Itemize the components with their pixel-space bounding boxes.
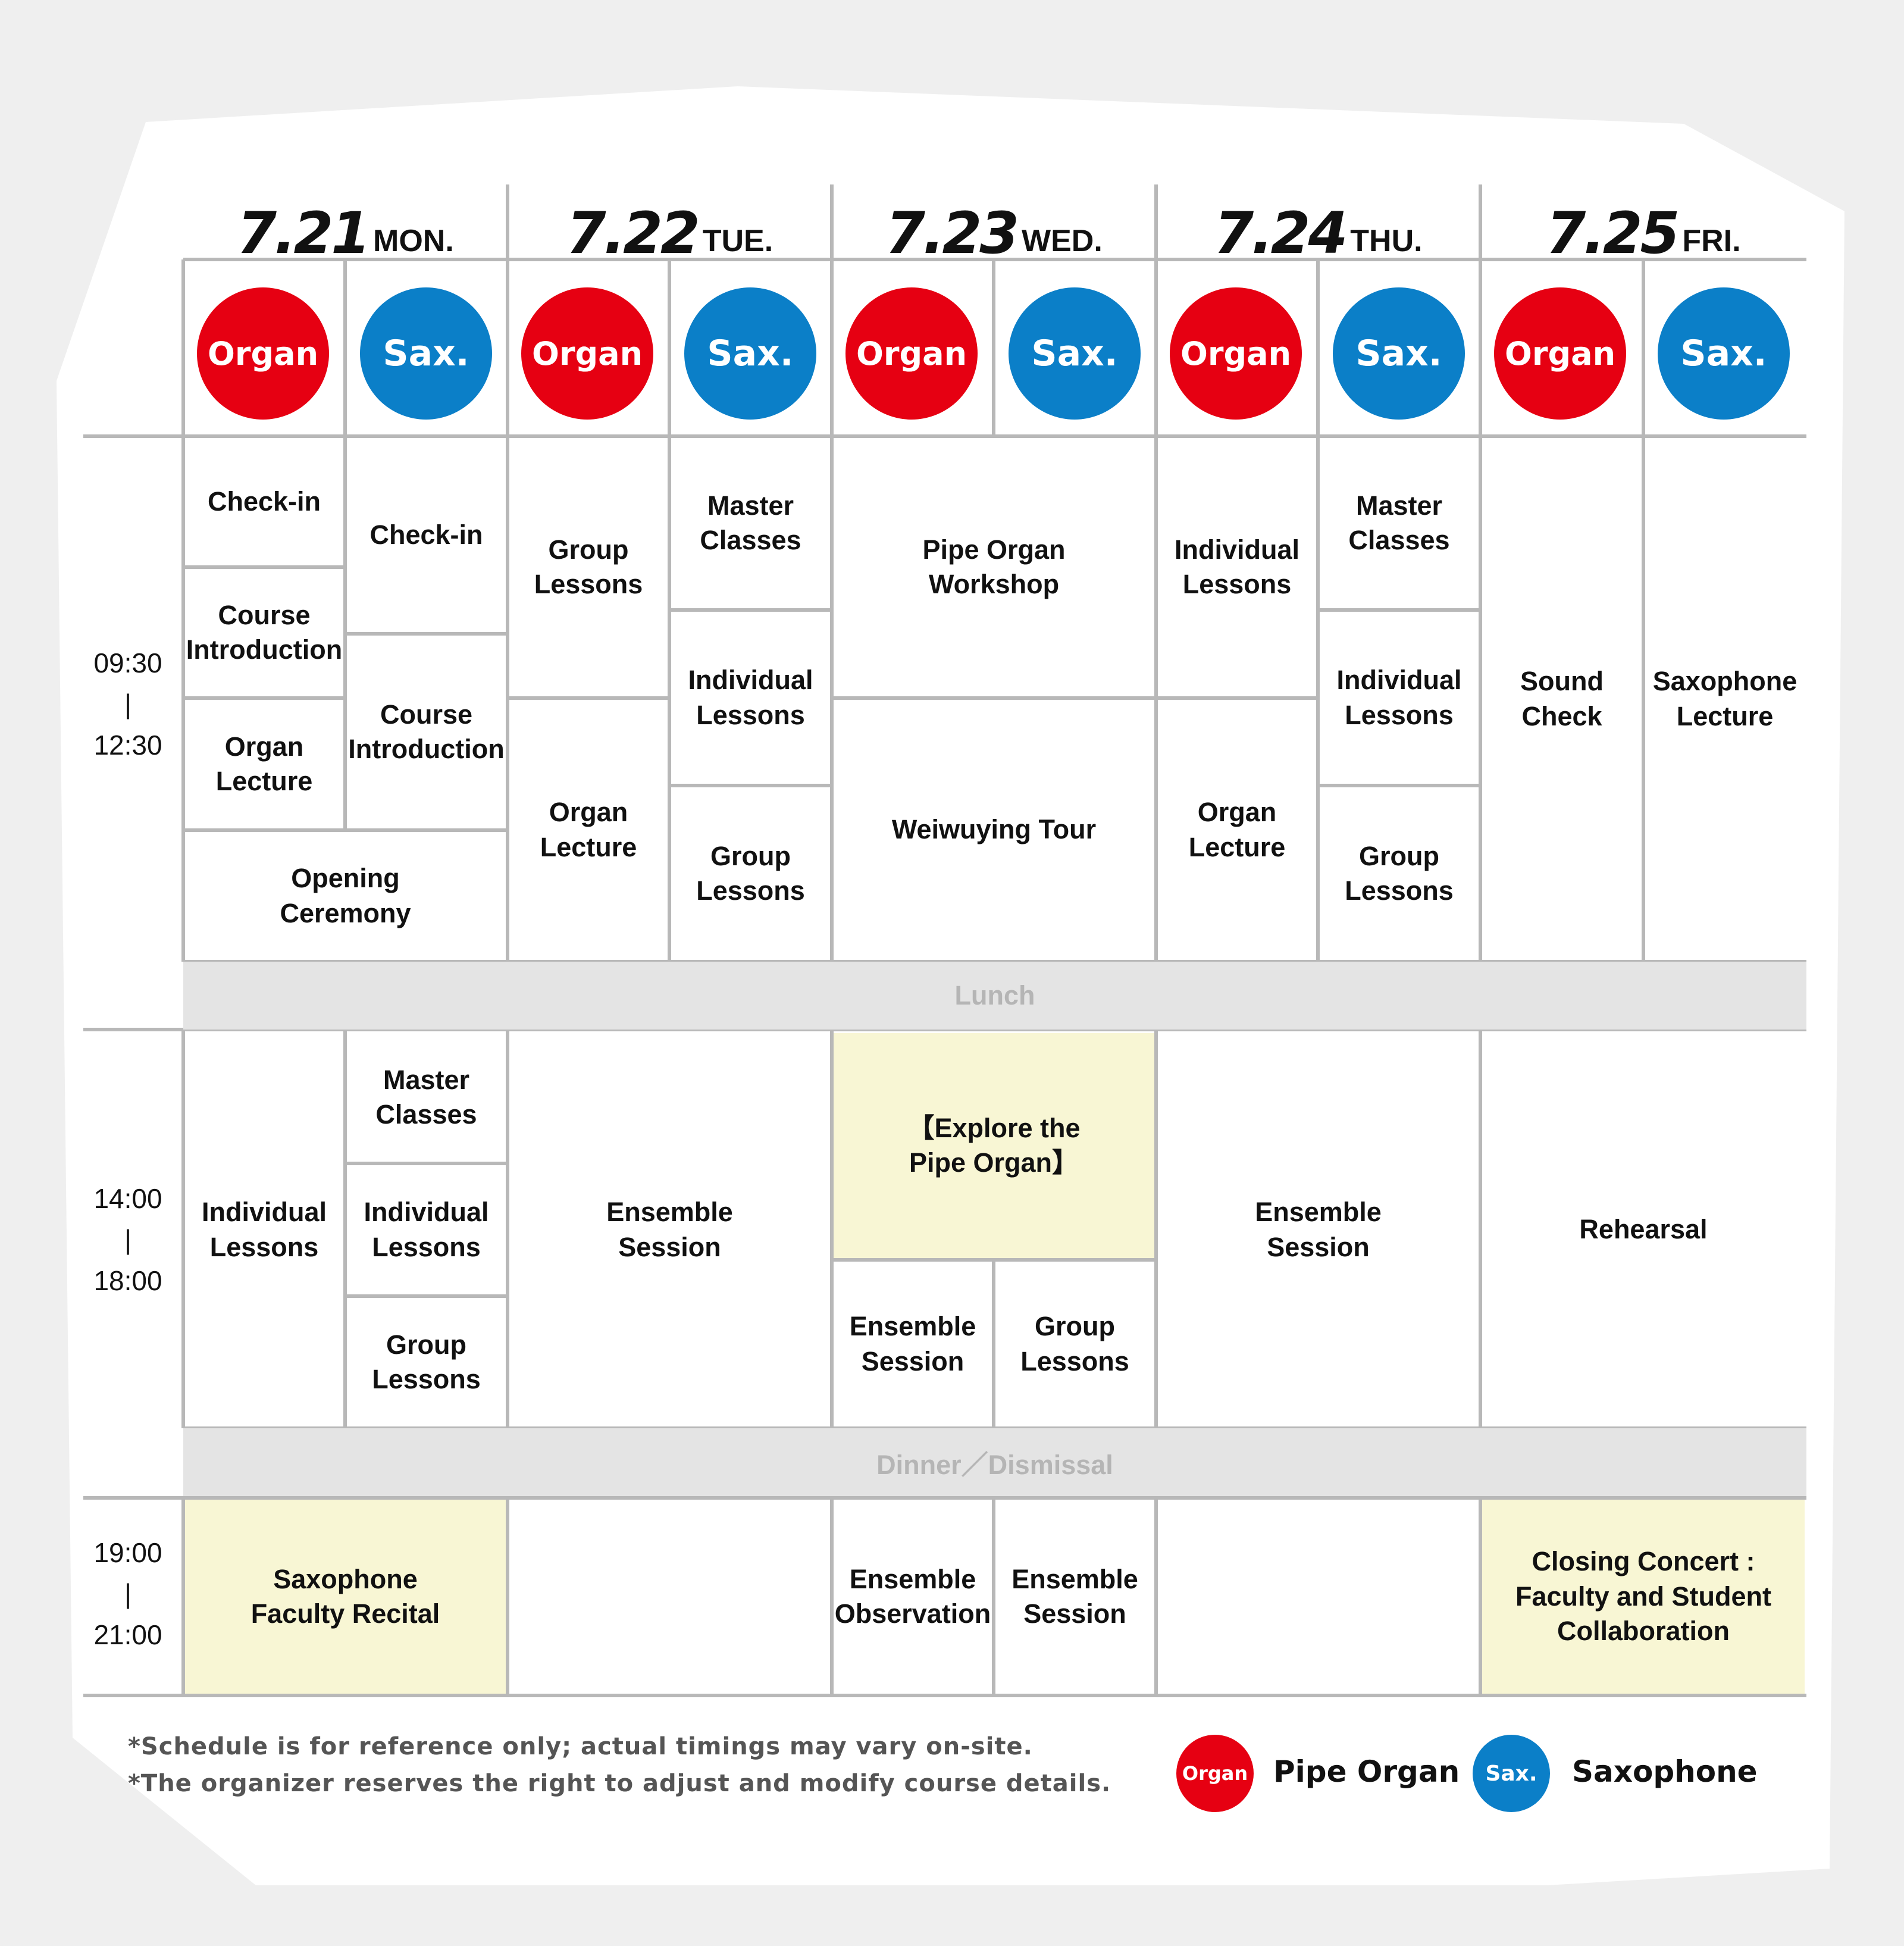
organ-badge-fri: Organ — [1494, 287, 1626, 420]
organ-badge-thu: Organ — [1170, 287, 1302, 420]
organ-badge-tue: Organ — [521, 287, 653, 420]
mon-sax-checkin: Check-in — [369, 519, 483, 550]
tue-sax-individual-lessons: Individual Lessons — [688, 665, 813, 730]
legend-organ-badge: Organ — [1176, 1735, 1254, 1812]
sax-badge-mon: Sax. — [360, 287, 492, 420]
mon-sax-group-lessons: Group Lessons — [372, 1329, 481, 1395]
thu-sax-group-lessons: Group Lessons — [1345, 840, 1454, 906]
date-number: 7.24 — [1214, 200, 1348, 267]
legend-sax-badge: Sax. — [1473, 1735, 1550, 1812]
wed-organ-ensemble-observation: Ensemble Observation — [834, 1563, 991, 1629]
time-morning: 09:30 | 12:30 — [93, 647, 162, 761]
mon-sax-course-intro: Course Introduction — [348, 699, 505, 765]
wed-weiwuying-tour: Weiwuying Tour — [891, 814, 1097, 845]
date-number: 7.25 — [1546, 200, 1680, 267]
sax-badge-fri: Sax. — [1658, 287, 1790, 420]
tue-sax-master-classes: Master Classes — [700, 490, 801, 556]
footnote-1: *Schedule is for reference only; actual … — [128, 1733, 1033, 1760]
date-number: 7.22 — [566, 200, 700, 267]
mon-organ-lecture: Organ Lecture — [215, 731, 313, 797]
weekday: MON. — [373, 223, 454, 258]
fri-sax-saxophone-lecture: Saxophone Lecture — [1652, 666, 1797, 731]
mon-opening-ceremony: Opening Ceremony — [280, 863, 411, 928]
weekday: WED. — [1022, 223, 1103, 258]
thu-organ-lecture: Organ Lecture — [1188, 797, 1286, 862]
mon-organ-course-intro: Course Introduction — [186, 599, 343, 665]
tue-sax-group-lessons: Group Lessons — [696, 840, 805, 906]
weekday: FRI. — [1682, 223, 1741, 258]
tue-organ-group-lessons: Group Lessons — [534, 534, 643, 600]
time-afternoon: 14:00 | 18:00 — [93, 1183, 162, 1296]
wed-sax-group-lessons: Group Lessons — [1020, 1311, 1129, 1376]
legend-sax-label: Saxophone — [1572, 1754, 1758, 1789]
thu-ensemble-session: Ensemble Session — [1255, 1197, 1382, 1262]
thu-sax-master-classes: Master Classes — [1348, 490, 1450, 556]
wed-explore-pipe-organ: 【Explore the Pipe Organ】 — [834, 1033, 1154, 1258]
fri-rehearsal: Rehearsal — [1579, 1214, 1708, 1245]
day-header-mon: 7.21 MON. — [183, 179, 508, 262]
tue-organ-lecture: Organ Lecture — [540, 797, 637, 862]
time-evening: 19:00 | 21:00 — [93, 1537, 162, 1650]
day-header-tue: 7.22 TUE. — [508, 179, 832, 262]
day-header-thu: 7.24 THU. — [1156, 179, 1480, 262]
wed-organ-ensemble-session: Ensemble Session — [849, 1311, 976, 1376]
mon-organ-individual-lessons: Individual Lessons — [201, 1197, 327, 1262]
wed-pipe-organ-workshop: Pipe Organ Workshop — [922, 534, 1066, 600]
mon-sax-master-classes: Master Classes — [375, 1064, 477, 1130]
lunch-band: Lunch — [183, 962, 1806, 1030]
sax-badge-wed: Sax. — [1009, 287, 1141, 420]
wed-sax-ensemble-session: Ensemble Session — [1012, 1563, 1138, 1629]
sax-badge-tue: Sax. — [684, 287, 816, 420]
thu-organ-individual-lessons: Individual Lessons — [1174, 534, 1299, 600]
organ-badge-wed: Organ — [845, 287, 978, 420]
day-header-fri: 7.25 FRI. — [1480, 179, 1806, 262]
thu-sax-individual-lessons: Individual Lessons — [1336, 665, 1462, 730]
fri-closing-concert: Closing Concert : Faculty and Student Co… — [1482, 1500, 1805, 1694]
dinner-band: Dinner／Dismissal — [183, 1428, 1806, 1496]
weekday: TUE. — [702, 223, 774, 258]
tue-ensemble-session: Ensemble Session — [606, 1197, 733, 1262]
day-header-wed: 7.23 WED. — [832, 179, 1156, 262]
fri-organ-sound-check: Sound Check — [1520, 666, 1604, 731]
mon-organ-checkin: Check-in — [207, 486, 321, 517]
mon-sax-individual-lessons: Individual Lessons — [364, 1197, 489, 1262]
grid-lines — [83, 184, 1806, 1697]
weekday: THU. — [1350, 223, 1423, 258]
date-number: 7.21 — [237, 200, 371, 267]
mon-saxophone-faculty-recital: Saxophone Faculty Recital — [185, 1500, 506, 1694]
footnote-2: *The organizer reserves the right to adj… — [128, 1770, 1111, 1797]
organ-badge-mon: Organ — [197, 287, 329, 420]
legend-organ-label: Pipe Organ — [1273, 1754, 1460, 1789]
date-number: 7.23 — [885, 200, 1019, 267]
sax-badge-thu: Sax. — [1333, 287, 1465, 420]
